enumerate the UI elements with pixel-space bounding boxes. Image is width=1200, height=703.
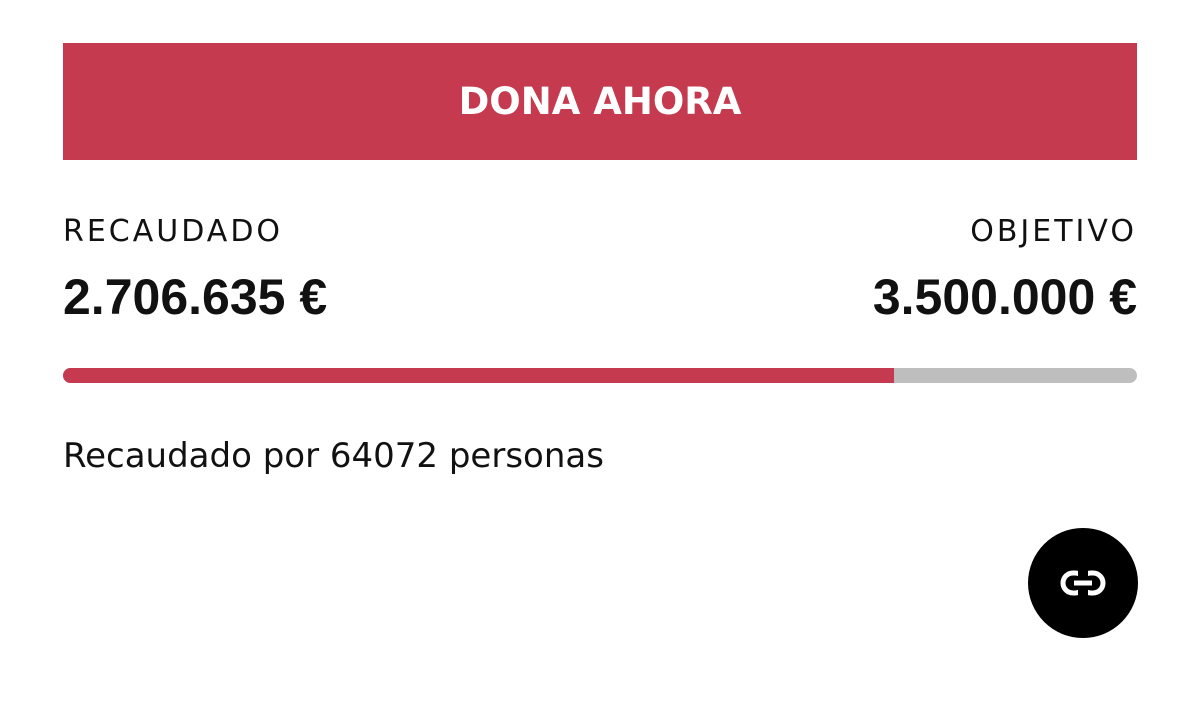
raised-title: RECAUDADO [63, 214, 284, 249]
progress-fill [63, 368, 894, 383]
goal-title: OBJETIVO [970, 214, 1137, 249]
share-link-button[interactable] [1028, 528, 1138, 638]
raised-amount: 2.706.635 € [63, 269, 328, 325]
donate-label: DONA AHORA [458, 80, 742, 123]
donors-text: Recaudado por 64072 personas [63, 436, 604, 476]
link-icon [1060, 570, 1106, 596]
progress-track [63, 368, 1137, 383]
donate-button[interactable]: DONA AHORA [63, 43, 1137, 160]
goal-amount: 3.500.000 € [872, 269, 1137, 325]
